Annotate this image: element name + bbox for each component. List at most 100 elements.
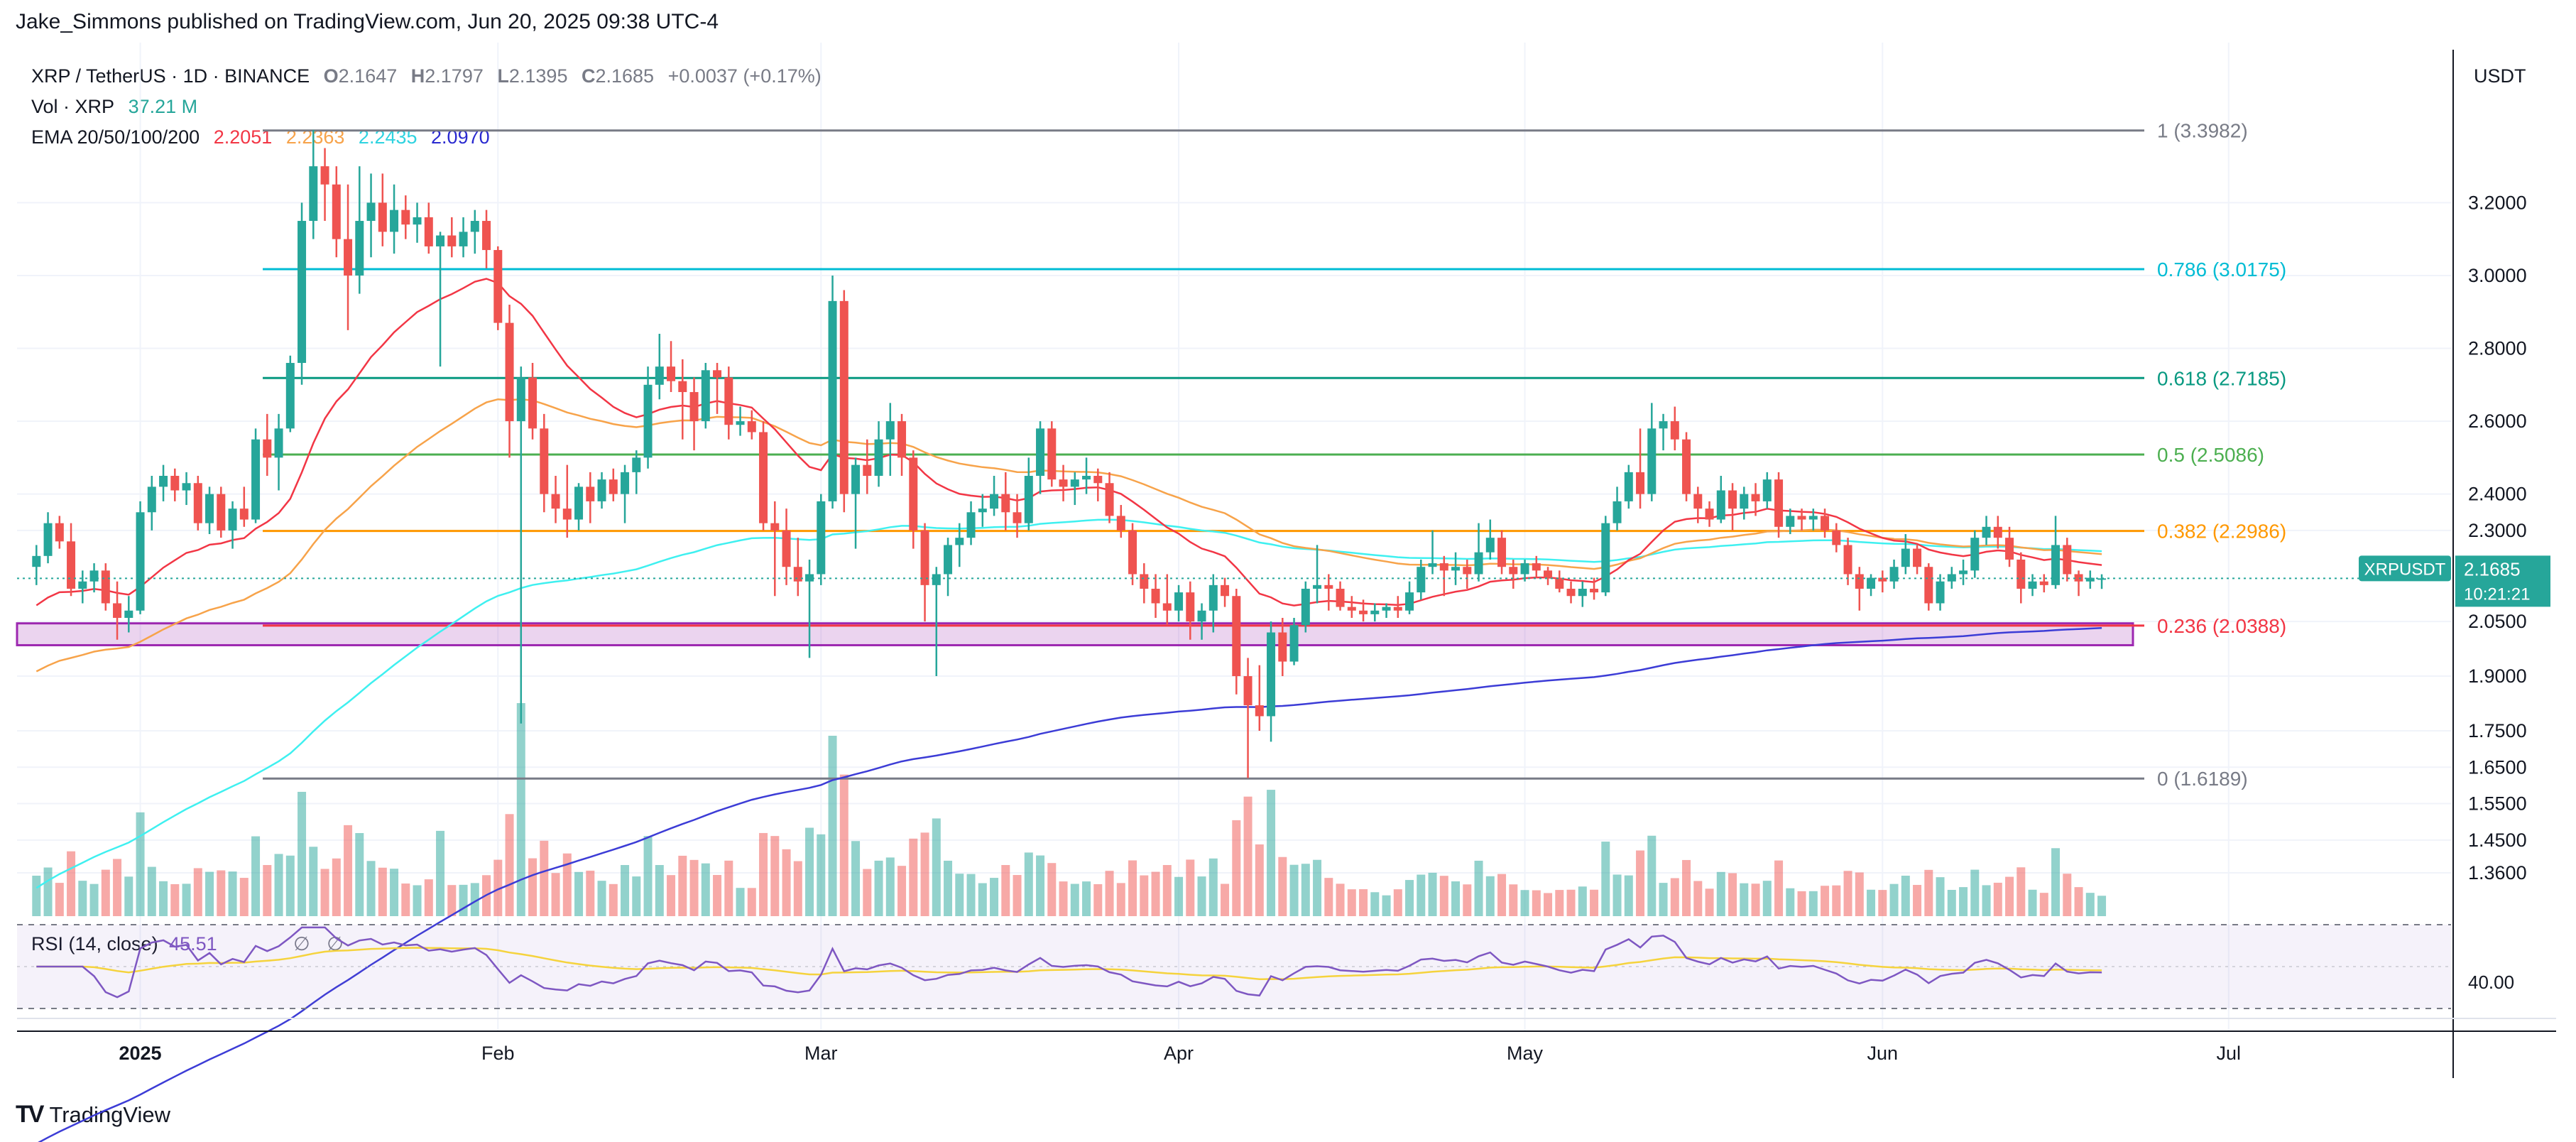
candle-body <box>447 235 457 246</box>
volume-bar <box>528 858 537 916</box>
candle-body <box>170 476 180 491</box>
candle-body <box>239 509 249 520</box>
volume-bar <box>263 865 272 916</box>
brand-name: TradingView <box>49 1102 171 1127</box>
candle-body <box>1082 476 1091 480</box>
candle-body <box>1267 632 1276 717</box>
rsi-axis-tick: 40.00 <box>2468 972 2514 993</box>
candle-body <box>1382 607 1391 611</box>
volume-bar <box>1878 890 1887 916</box>
volume-bar <box>89 883 99 916</box>
volume-bar <box>689 859 699 916</box>
volume-bar <box>251 836 261 916</box>
candle-body <box>736 421 745 425</box>
candle-body <box>1970 538 1980 571</box>
volume-bar <box>1439 876 1448 916</box>
tradingview-logo[interactable]: TV TradingView <box>16 1101 170 1129</box>
candle-body <box>724 377 733 425</box>
volume-bar <box>1162 865 1172 916</box>
rsi-label[interactable]: RSI (14, close) <box>31 933 158 955</box>
volume-bar <box>1001 865 1010 916</box>
volume-bar <box>1808 891 1818 916</box>
candle-body <box>1140 574 1149 589</box>
time-axis-tick: May <box>1507 1043 1544 1064</box>
legend-symbol[interactable]: XRP / TetherUS · 1D · BINANCE <box>31 65 310 87</box>
candle-body <box>782 530 791 567</box>
volume-bar <box>1024 852 1033 916</box>
legend-volume-label[interactable]: Vol · XRP <box>31 96 115 117</box>
volume-bar <box>1959 887 1968 916</box>
candle-body <box>516 377 525 422</box>
candle-body <box>1370 610 1380 614</box>
rsi-value: 45.51 <box>169 933 217 955</box>
volume-bar <box>1855 872 1864 916</box>
volume-bar <box>390 869 399 916</box>
volume-bar <box>55 883 64 916</box>
candle-body <box>2051 545 2061 585</box>
candle-body <box>701 370 710 422</box>
candle-body <box>713 370 722 378</box>
volume-bar <box>182 883 191 916</box>
volume-bar <box>2085 893 2095 916</box>
candle-body <box>89 570 99 582</box>
candle-body <box>459 232 468 246</box>
candle-body <box>574 486 584 520</box>
candle-body <box>1590 588 1599 593</box>
volume-bar <box>447 885 457 916</box>
candle-body <box>551 494 560 509</box>
volume-bar <box>1174 876 1184 916</box>
volume-bar <box>205 871 214 916</box>
volume-bar <box>1889 883 1899 916</box>
volume-bar <box>1382 895 1391 916</box>
volume-bar <box>147 866 156 916</box>
fib-level-label: 0.786 (3.0175) <box>2157 259 2286 281</box>
legend-change: +0.0037 (+0.17%) <box>667 65 822 87</box>
volume-bar <box>990 878 999 916</box>
candle-body <box>1070 479 1079 487</box>
candle-body <box>505 322 514 422</box>
volume-bar <box>1221 883 1230 916</box>
candle-body <box>1682 439 1691 494</box>
volume-bar <box>632 876 641 916</box>
candle-body <box>2028 581 2037 589</box>
ema20-line <box>36 278 2102 607</box>
volume-bar <box>1347 889 1356 916</box>
candle-body <box>401 210 410 225</box>
legend-open-label: O <box>323 65 339 87</box>
volume-bar <box>1313 859 1322 916</box>
volume-bar <box>851 841 861 916</box>
candle-body <box>828 300 837 501</box>
candle-body <box>621 472 630 494</box>
time-axis-tick: 2025 <box>119 1043 162 1064</box>
fib-level-label: 0.382 (2.2986) <box>2157 521 2286 543</box>
volume-bar <box>1232 820 1241 916</box>
volume-bars <box>32 703 2107 916</box>
candle-body <box>1301 588 1310 626</box>
volume-bar <box>1993 882 2002 916</box>
candle-body <box>1186 592 1195 622</box>
volume-bar <box>2028 889 2037 916</box>
candle-body <box>1693 494 1703 509</box>
volume-bar <box>1590 889 1599 916</box>
volume-bar <box>298 791 307 916</box>
fib-level-label: 1 (3.3982) <box>2157 120 2248 142</box>
legend-ema-label[interactable]: EMA 20/50/100/200 <box>31 126 200 148</box>
volume-bar <box>1451 881 1461 916</box>
candle-body <box>1393 607 1402 611</box>
candle-body <box>1601 523 1610 593</box>
volume-bar <box>1624 875 1633 916</box>
candle-body <box>1578 588 1587 597</box>
volume-bar <box>124 876 133 916</box>
volume-bar <box>2074 887 2083 916</box>
rsi-ma-line <box>36 947 2102 981</box>
candle-body <box>493 250 503 323</box>
candle-body <box>1670 421 1679 440</box>
price-axis-tick: 1.5500 <box>2468 793 2527 815</box>
volume-bar <box>413 885 422 916</box>
volume-bar <box>1336 883 1345 916</box>
fib-level-label: 0.236 (2.0388) <box>2157 615 2286 637</box>
volume-bar <box>1324 878 1333 916</box>
currency-label[interactable]: USDT <box>2474 65 2526 87</box>
volume-bar <box>724 860 733 916</box>
